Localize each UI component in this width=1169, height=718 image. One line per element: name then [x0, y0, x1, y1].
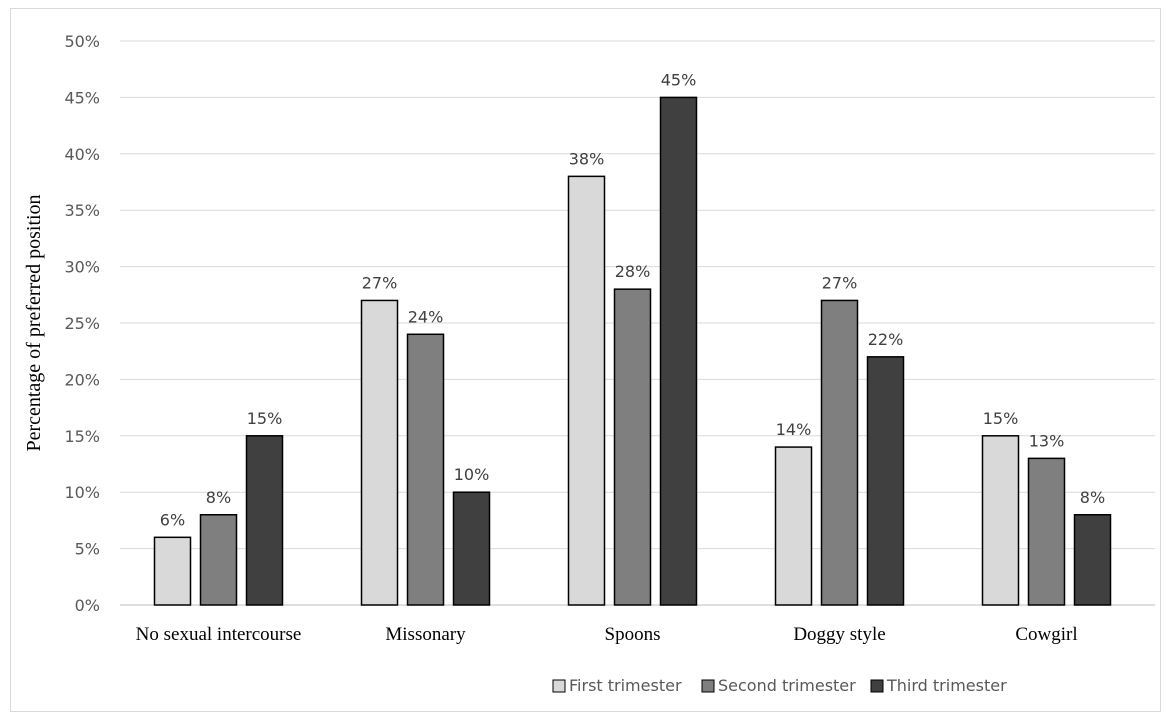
bar — [406, 333, 445, 606]
y-tick-label: 0% — [75, 596, 100, 615]
bar — [1073, 514, 1112, 606]
data-label: 15% — [247, 409, 283, 428]
bar — [452, 491, 491, 606]
data-label: 24% — [408, 307, 444, 326]
data-label: 8% — [1080, 488, 1105, 507]
data-label: 6% — [160, 510, 185, 529]
bar — [245, 435, 284, 606]
data-label: 22% — [868, 330, 904, 349]
data-label: 45% — [661, 70, 697, 89]
data-label: 27% — [822, 273, 858, 292]
y-axis-title: Percentage of preferred position — [23, 194, 45, 451]
bar — [981, 435, 1020, 606]
category-label: Spoons — [605, 624, 661, 645]
category-label: Doggy style — [793, 624, 885, 645]
y-tick-label: 50% — [64, 32, 100, 51]
bar — [1027, 457, 1066, 606]
y-tick-label: 5% — [75, 540, 100, 559]
y-tick-label: 35% — [64, 201, 100, 220]
legend-label: First trimester — [569, 676, 682, 695]
category-label: Cowgirl — [1015, 624, 1077, 645]
y-tick-label: 30% — [64, 258, 100, 277]
data-label: 8% — [206, 488, 231, 507]
bar — [199, 514, 238, 606]
bar — [820, 299, 859, 606]
legend-label: Third trimester — [886, 676, 1007, 695]
legend-label: Second trimester — [718, 676, 856, 695]
bar — [360, 299, 399, 606]
y-tick-label: 20% — [64, 370, 100, 389]
y-tick-label: 10% — [64, 483, 100, 502]
data-label: 38% — [569, 149, 605, 168]
legend-swatch — [552, 679, 566, 693]
y-tick-label: 25% — [64, 314, 100, 333]
bar — [659, 96, 698, 606]
bar — [567, 175, 606, 606]
data-label: 15% — [983, 409, 1019, 428]
y-tick-label: 45% — [64, 88, 100, 107]
legend-swatch — [870, 679, 884, 693]
data-label: 14% — [776, 420, 812, 439]
bar — [613, 288, 652, 606]
bar — [774, 446, 813, 606]
bar — [866, 356, 905, 606]
data-label: 28% — [615, 262, 651, 281]
legend-swatch — [701, 679, 715, 693]
category-label: No sexual intercourse — [136, 624, 302, 645]
data-label: 27% — [362, 273, 398, 292]
bar — [153, 536, 192, 606]
y-tick-label: 40% — [64, 145, 100, 164]
data-label: 10% — [454, 465, 490, 484]
category-label: Missonary — [385, 624, 466, 645]
y-tick-label: 15% — [64, 427, 100, 446]
data-label: 13% — [1029, 431, 1065, 450]
